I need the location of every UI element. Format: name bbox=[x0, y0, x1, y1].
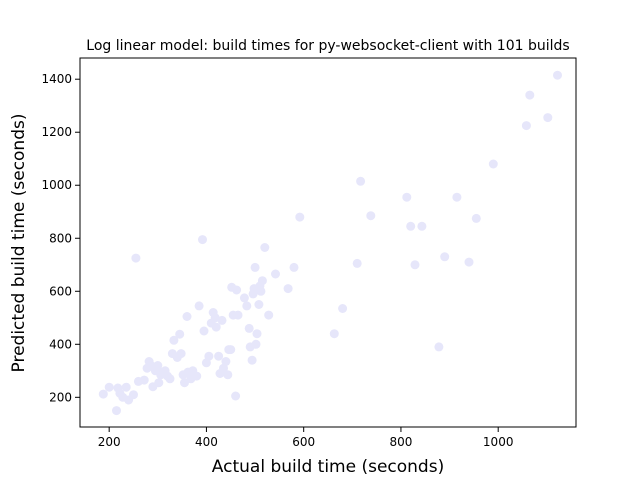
x-tick-label: 800 bbox=[389, 435, 412, 449]
data-point bbox=[488, 159, 498, 169]
data-point bbox=[338, 304, 348, 313]
data-point bbox=[452, 192, 462, 202]
x-tick-label: 200 bbox=[98, 435, 121, 449]
data-point bbox=[440, 252, 450, 262]
data-point bbox=[182, 312, 192, 321]
data-point bbox=[214, 351, 224, 361]
data-point bbox=[139, 375, 149, 385]
y-tick-label: 600 bbox=[49, 284, 72, 298]
data-point bbox=[112, 406, 121, 416]
data-point bbox=[264, 310, 274, 320]
data-point bbox=[210, 313, 220, 323]
data-point bbox=[169, 335, 179, 345]
data-point bbox=[251, 339, 261, 349]
data-point bbox=[221, 357, 231, 366]
data-point bbox=[283, 284, 293, 294]
data-point bbox=[471, 213, 481, 223]
data-point bbox=[260, 243, 270, 252]
y-axis-label: Predicted build time (seconds) bbox=[9, 114, 29, 373]
data-point bbox=[194, 301, 204, 311]
data-point bbox=[98, 389, 108, 399]
data-point bbox=[211, 322, 221, 332]
data-point bbox=[410, 260, 420, 270]
data-point bbox=[250, 262, 260, 272]
data-point bbox=[289, 262, 299, 272]
data-point bbox=[254, 300, 264, 309]
data-points bbox=[98, 70, 562, 416]
data-point bbox=[217, 315, 227, 325]
data-point bbox=[402, 192, 412, 202]
data-point bbox=[198, 235, 207, 245]
data-point bbox=[434, 342, 444, 352]
data-point bbox=[242, 301, 252, 311]
data-point bbox=[165, 374, 175, 384]
data-point bbox=[244, 323, 254, 333]
data-point bbox=[175, 329, 185, 339]
data-point bbox=[329, 329, 339, 339]
data-point bbox=[153, 361, 163, 370]
data-point bbox=[464, 257, 474, 267]
x-axis-label: Actual build time (seconds) bbox=[212, 457, 444, 477]
x-tick-label: 1000 bbox=[483, 435, 514, 449]
x-tick-label: 600 bbox=[292, 435, 315, 449]
data-point bbox=[525, 90, 535, 100]
x-tick-label: 400 bbox=[195, 435, 218, 449]
y-tick-label: 800 bbox=[49, 231, 72, 245]
data-point bbox=[352, 258, 362, 268]
x-axis-ticks: 200 400 600 800 1000 bbox=[98, 427, 514, 449]
data-point bbox=[271, 269, 280, 279]
data-point bbox=[231, 391, 241, 401]
data-point bbox=[247, 355, 257, 365]
y-tick-label: 1400 bbox=[41, 72, 72, 86]
data-point bbox=[104, 382, 114, 392]
data-point bbox=[131, 253, 141, 263]
data-point bbox=[543, 113, 553, 123]
data-point bbox=[417, 221, 427, 231]
data-point bbox=[121, 382, 131, 392]
data-point bbox=[199, 326, 209, 336]
y-tick-label: 400 bbox=[49, 337, 72, 351]
chart-title: Log linear model: build times for py-web… bbox=[86, 38, 569, 54]
data-point bbox=[154, 378, 164, 388]
data-point bbox=[295, 212, 305, 222]
data-point bbox=[553, 70, 562, 80]
plot-area-frame bbox=[79, 57, 577, 428]
data-point bbox=[176, 349, 186, 359]
y-tick-label: 1000 bbox=[41, 178, 72, 192]
data-point bbox=[239, 293, 249, 303]
y-axis-ticks: 200 400 600 800 1000 1200 1400 bbox=[41, 72, 80, 404]
data-point bbox=[223, 370, 233, 380]
data-point bbox=[406, 221, 416, 231]
y-tick-label: 1200 bbox=[41, 125, 72, 139]
data-point bbox=[366, 211, 376, 221]
data-point bbox=[204, 351, 214, 361]
data-point bbox=[232, 285, 242, 295]
data-point bbox=[356, 176, 366, 186]
data-point bbox=[233, 310, 243, 320]
data-point bbox=[256, 286, 266, 296]
data-point bbox=[257, 276, 267, 286]
data-point bbox=[192, 371, 202, 381]
data-point bbox=[521, 121, 531, 131]
data-point bbox=[129, 390, 138, 400]
y-tick-label: 200 bbox=[49, 390, 72, 404]
data-point bbox=[226, 345, 236, 355]
data-point bbox=[252, 329, 262, 339]
